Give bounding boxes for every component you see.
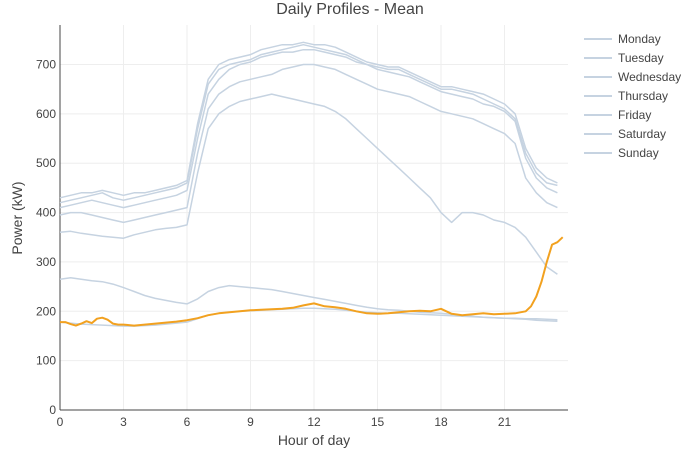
- chart-title: Daily Profiles - Mean: [276, 1, 424, 18]
- legend-item-tuesday[interactable]: Tuesday: [584, 51, 664, 65]
- gridlines: [60, 25, 568, 410]
- x-tick-label: 15: [371, 415, 385, 429]
- x-tick-label: 12: [307, 415, 321, 429]
- x-tick-label: 18: [434, 415, 448, 429]
- legend[interactable]: Monday Tuesday Wednesday Thursday Friday Satu…: [584, 32, 681, 160]
- legend-label: Friday: [618, 108, 651, 122]
- legend-item-wednesday[interactable]: Wednesday: [584, 70, 681, 84]
- x-tick-label: 9: [247, 415, 254, 429]
- legend-label: Tuesday: [618, 51, 664, 65]
- x-tick-labels: 0 3 6 9 12 15 18 21: [57, 415, 512, 429]
- x-tick-label: 6: [184, 415, 191, 429]
- series-line-thursday: [59, 63, 558, 224]
- legend-item-friday[interactable]: Friday: [584, 108, 651, 122]
- y-tick-labels: 0 100 200 300 400 500 600 700: [36, 57, 56, 417]
- series-line-tuesday: [59, 48, 558, 209]
- y-tick-label: 100: [36, 354, 56, 368]
- legend-label: Thursday: [618, 89, 668, 103]
- series-lines: [59, 41, 564, 327]
- axes: [59, 25, 568, 411]
- y-tick-label: 500: [36, 156, 56, 170]
- series-line-monday: [59, 43, 558, 204]
- x-tick-label: 3: [120, 415, 127, 429]
- legend-label: Saturday: [618, 127, 666, 141]
- y-tick-label: 0: [49, 403, 56, 417]
- x-tick-label: 0: [57, 415, 64, 429]
- y-tick-label: 200: [36, 304, 56, 318]
- y-tick-label: 300: [36, 255, 56, 269]
- series-line-friday: [59, 93, 558, 275]
- y-tick-label: 400: [36, 206, 56, 220]
- legend-item-thursday[interactable]: Thursday: [584, 89, 668, 103]
- legend-item-sunday[interactable]: Sunday: [584, 146, 659, 160]
- legend-label: Monday: [618, 32, 661, 46]
- legend-item-saturday[interactable]: Saturday: [584, 127, 666, 141]
- x-axis-title: Hour of day: [278, 432, 350, 448]
- series-line-wednesday: [59, 41, 558, 199]
- series-line-saturday: [59, 276, 558, 322]
- y-tick-label: 600: [36, 107, 56, 121]
- series-line-highlight: [60, 236, 564, 327]
- y-tick-label: 700: [36, 57, 56, 71]
- legend-item-monday[interactable]: Monday: [584, 32, 661, 46]
- legend-label: Wednesday: [618, 70, 681, 84]
- x-tick-label: 21: [498, 415, 512, 429]
- legend-label: Sunday: [618, 146, 659, 160]
- y-axis-title: Power (kW): [9, 181, 25, 254]
